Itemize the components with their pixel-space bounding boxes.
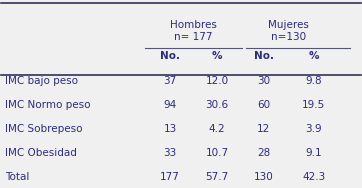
Text: 3.9: 3.9	[306, 124, 322, 134]
Text: 33: 33	[164, 148, 177, 158]
Text: Total: Total	[5, 172, 29, 182]
Text: %: %	[212, 51, 222, 61]
Text: No.: No.	[160, 51, 180, 61]
Text: 30.6: 30.6	[205, 100, 228, 110]
Text: 42.3: 42.3	[302, 172, 325, 182]
Text: 94: 94	[164, 100, 177, 110]
Text: 28: 28	[257, 148, 270, 158]
Text: 177: 177	[160, 172, 180, 182]
Text: 9.8: 9.8	[306, 76, 322, 86]
Text: IMC bajo peso: IMC bajo peso	[5, 76, 78, 86]
Text: Hombres
n= 177: Hombres n= 177	[170, 20, 217, 42]
Text: %: %	[309, 51, 319, 61]
Text: IMC Sobrepeso: IMC Sobrepeso	[5, 124, 83, 134]
Text: 57.7: 57.7	[205, 172, 228, 182]
Text: 12: 12	[257, 124, 270, 134]
Text: IMC Normo peso: IMC Normo peso	[5, 100, 90, 110]
Text: 37: 37	[164, 76, 177, 86]
Text: Mujeres
n=130: Mujeres n=130	[268, 20, 309, 42]
Text: 13: 13	[164, 124, 177, 134]
Text: 130: 130	[254, 172, 274, 182]
Text: 12.0: 12.0	[205, 76, 228, 86]
Text: 10.7: 10.7	[205, 148, 228, 158]
Text: 60: 60	[257, 100, 270, 110]
Text: 19.5: 19.5	[302, 100, 325, 110]
Text: No.: No.	[254, 51, 274, 61]
Text: 9.1: 9.1	[306, 148, 322, 158]
Text: IMC Obesidad: IMC Obesidad	[5, 148, 77, 158]
Text: 30: 30	[257, 76, 270, 86]
Text: 4.2: 4.2	[209, 124, 225, 134]
